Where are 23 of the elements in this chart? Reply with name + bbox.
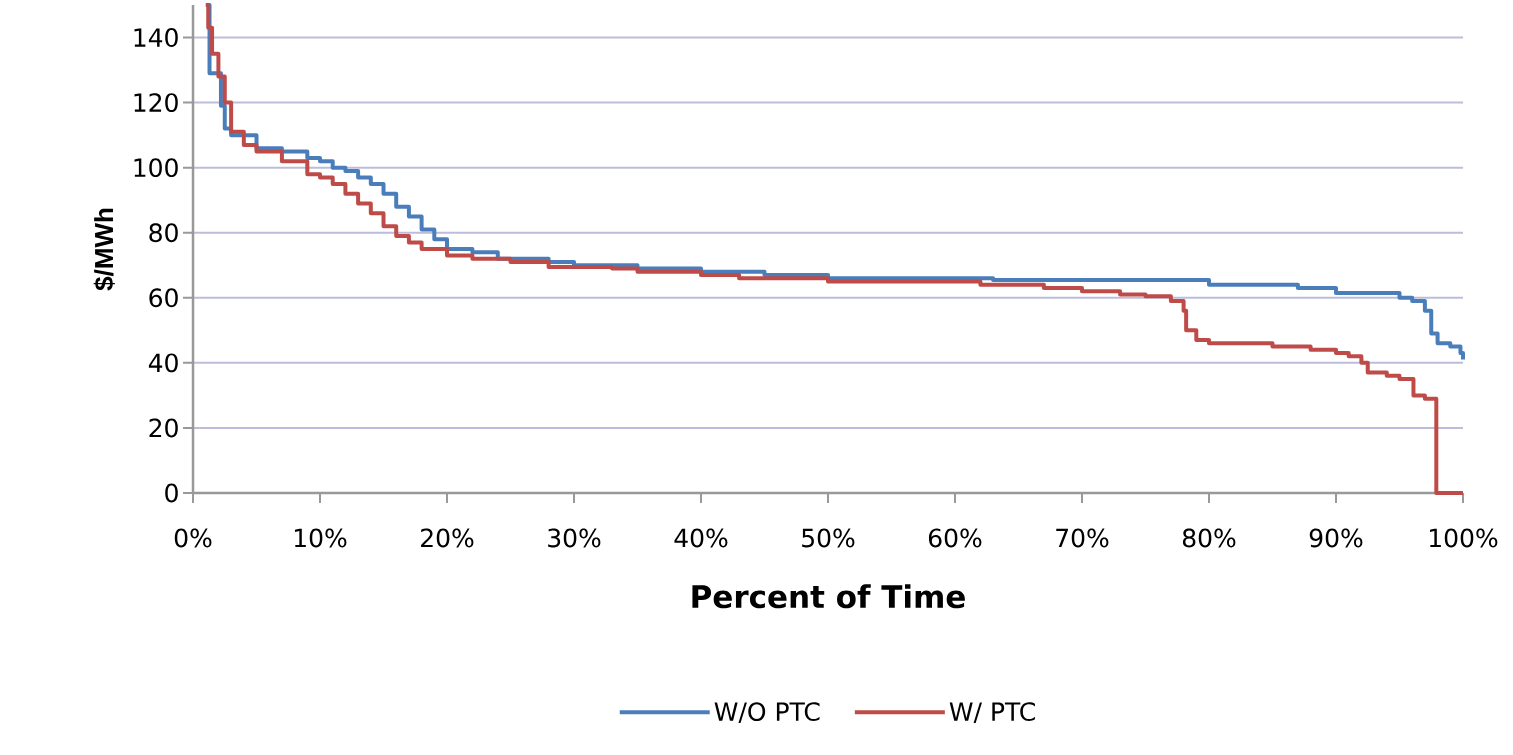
x-tick-label: 50% xyxy=(802,528,855,548)
y-tick-label: 140 xyxy=(134,28,178,47)
y-tick-label: 0 xyxy=(165,483,178,503)
legend-label: W/O PTC xyxy=(714,702,820,724)
y-tick-label: 80 xyxy=(149,223,178,243)
y-tick-label: 100 xyxy=(134,158,178,178)
x-tick-label: 70% xyxy=(1056,528,1109,548)
x-tick-label: 100% xyxy=(1430,528,1498,548)
x-axis-title: Percent of Time xyxy=(692,584,965,609)
x-tick-label: 20% xyxy=(421,528,474,548)
y-tick-label: 40 xyxy=(148,353,178,373)
x-tick-label: 30% xyxy=(548,528,601,548)
x-tick-label: 90% xyxy=(1309,528,1363,548)
legend-label: W/ PTC xyxy=(949,702,1035,724)
x-tick-label: 10% xyxy=(294,528,347,548)
y-tick-label: 120 xyxy=(134,93,178,113)
y-tick-label: 60 xyxy=(149,288,178,308)
y-axis-title: $/MWh xyxy=(93,208,115,291)
x-tick-label: 0% xyxy=(174,528,212,548)
x-tick-label: 40% xyxy=(674,528,728,548)
y-tick-label: 20 xyxy=(149,418,178,438)
x-tick-label: 60% xyxy=(928,528,982,548)
x-tick-label: 80% xyxy=(1182,528,1236,548)
